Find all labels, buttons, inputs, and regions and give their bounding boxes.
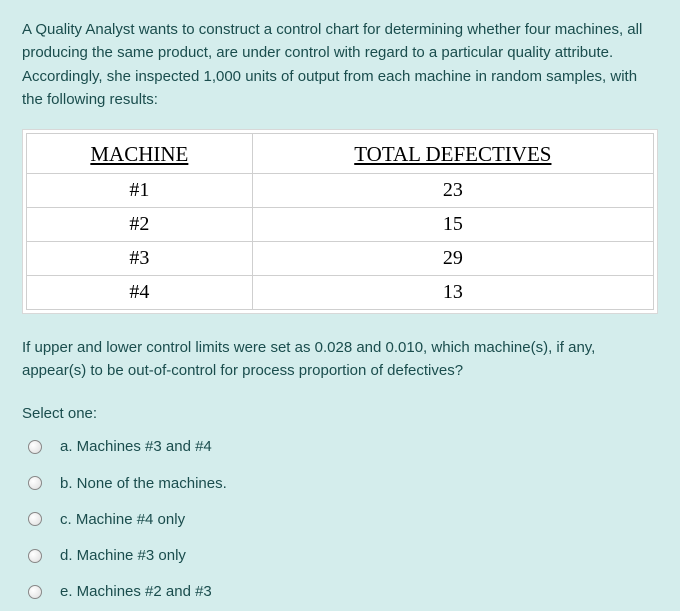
data-table-container: MACHINE TOTAL DEFECTIVES #1 23 #2 15 #3 … bbox=[22, 129, 658, 314]
question-followup: If upper and lower control limits were s… bbox=[22, 336, 658, 383]
option-b-label: b. None of the machines. bbox=[60, 472, 227, 495]
option-a[interactable]: a. Machines #3 and #4 bbox=[28, 435, 658, 458]
cell-defectives: 15 bbox=[252, 207, 653, 241]
defectives-table: MACHINE TOTAL DEFECTIVES #1 23 #2 15 #3 … bbox=[26, 133, 654, 310]
question-intro: A Quality Analyst wants to construct a c… bbox=[22, 18, 658, 111]
cell-defectives: 29 bbox=[252, 241, 653, 275]
option-a-label: a. Machines #3 and #4 bbox=[60, 435, 212, 458]
col-header-machine: MACHINE bbox=[27, 134, 253, 174]
table-row: #1 23 bbox=[27, 173, 654, 207]
option-b[interactable]: b. None of the machines. bbox=[28, 472, 658, 495]
cell-machine: #3 bbox=[27, 241, 253, 275]
option-e[interactable]: e. Machines #2 and #3 bbox=[28, 580, 658, 603]
select-one-label: Select one: bbox=[22, 402, 658, 425]
radio-a[interactable] bbox=[28, 440, 42, 454]
table-row: #2 15 bbox=[27, 207, 654, 241]
option-d[interactable]: d. Machine #3 only bbox=[28, 544, 658, 567]
cell-machine: #2 bbox=[27, 207, 253, 241]
option-c[interactable]: c. Machine #4 only bbox=[28, 508, 658, 531]
radio-e[interactable] bbox=[28, 585, 42, 599]
option-c-label: c. Machine #4 only bbox=[60, 508, 185, 531]
options-group: a. Machines #3 and #4 b. None of the mac… bbox=[22, 435, 658, 603]
radio-b[interactable] bbox=[28, 476, 42, 490]
table-header-row: MACHINE TOTAL DEFECTIVES bbox=[27, 134, 654, 174]
option-d-label: d. Machine #3 only bbox=[60, 544, 186, 567]
radio-d[interactable] bbox=[28, 549, 42, 563]
cell-machine: #4 bbox=[27, 275, 253, 309]
cell-defectives: 23 bbox=[252, 173, 653, 207]
col-header-defectives: TOTAL DEFECTIVES bbox=[252, 134, 653, 174]
cell-defectives: 13 bbox=[252, 275, 653, 309]
radio-c[interactable] bbox=[28, 512, 42, 526]
table-row: #4 13 bbox=[27, 275, 654, 309]
table-row: #3 29 bbox=[27, 241, 654, 275]
cell-machine: #1 bbox=[27, 173, 253, 207]
option-e-label: e. Machines #2 and #3 bbox=[60, 580, 212, 603]
